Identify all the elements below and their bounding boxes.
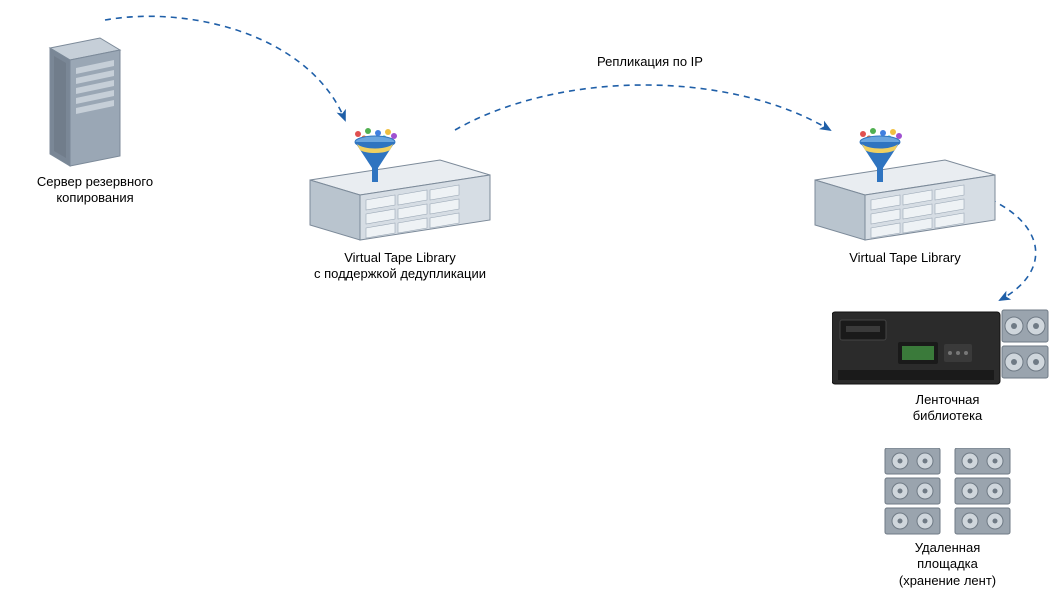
vtl-remote-node	[805, 150, 1005, 245]
tape-library-label: Ленточная библиотека	[870, 392, 1025, 425]
backup-server-label-line1: Сервер резервного	[37, 174, 153, 189]
replication-edge-label-text: Репликация по IP	[597, 54, 703, 69]
backup-server-label: Сервер резервного копирования	[0, 174, 190, 207]
tape-grid-label-line2: площадка	[917, 556, 978, 571]
tape-library-label-line1: Ленточная	[916, 392, 980, 407]
vtl-remote-label: Virtual Tape Library	[810, 250, 1000, 266]
tape-grid-label-line3: (хранение лент)	[899, 573, 996, 588]
tape-grid-label: Удаленная площадка (хранение лент)	[870, 540, 1025, 589]
edge-vtl-to-vtl	[455, 85, 830, 130]
edge-server-to-vtl	[105, 16, 345, 120]
server-tower-icon	[40, 28, 130, 168]
vtl-dedup-label-line2: с поддержкой дедупликации	[314, 266, 486, 281]
funnel-icon	[855, 128, 905, 188]
rack-server-icon	[805, 150, 1005, 245]
backup-server-node	[40, 28, 130, 168]
tape-cartridges-icon	[860, 448, 1035, 538]
tape-library-node	[832, 308, 1052, 390]
vtl-dedup-label: Virtual Tape Library с поддержкой дедупл…	[290, 250, 510, 283]
vtl-dedup-label-line1: Virtual Tape Library	[344, 250, 456, 265]
backup-server-label-line2: копирования	[56, 190, 133, 205]
tape-grid-label-line1: Удаленная	[915, 540, 981, 555]
vtl-dedup-node	[300, 150, 500, 245]
tape-library-label-line2: библиотека	[913, 408, 983, 423]
funnel-icon	[350, 128, 400, 188]
tape-library-icon	[832, 308, 1052, 390]
vtl-remote-label-line1: Virtual Tape Library	[849, 250, 961, 265]
rack-server-icon	[300, 150, 500, 245]
replication-edge-label: Репликация по IP	[560, 54, 740, 70]
tape-grid-node	[860, 448, 1035, 538]
